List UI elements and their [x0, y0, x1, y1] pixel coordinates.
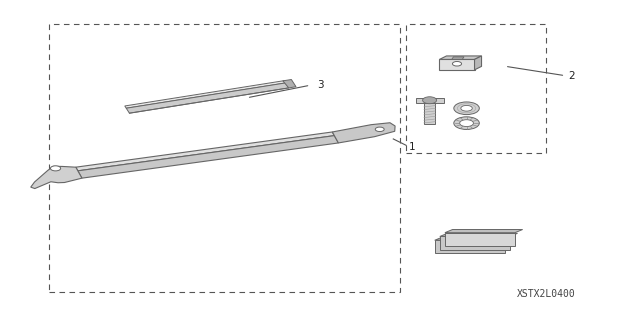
Polygon shape: [440, 236, 510, 250]
Circle shape: [461, 105, 472, 111]
Polygon shape: [415, 98, 444, 103]
Polygon shape: [78, 136, 339, 178]
Polygon shape: [31, 166, 82, 189]
Polygon shape: [424, 103, 435, 124]
Polygon shape: [474, 56, 481, 70]
Polygon shape: [332, 123, 395, 143]
Text: XSTX2L0400: XSTX2L0400: [517, 289, 575, 299]
Polygon shape: [76, 132, 334, 171]
Circle shape: [422, 97, 436, 104]
Polygon shape: [126, 83, 289, 113]
Circle shape: [375, 127, 384, 131]
Polygon shape: [440, 56, 481, 59]
Circle shape: [454, 102, 479, 115]
Polygon shape: [445, 229, 523, 233]
Text: 1: 1: [409, 142, 416, 152]
Circle shape: [51, 166, 61, 171]
Polygon shape: [440, 233, 518, 236]
Polygon shape: [125, 81, 285, 108]
Text: 2: 2: [568, 71, 575, 81]
Polygon shape: [435, 240, 505, 253]
Polygon shape: [440, 59, 474, 70]
Polygon shape: [452, 57, 464, 59]
Text: 3: 3: [317, 79, 323, 90]
Circle shape: [452, 62, 461, 66]
Polygon shape: [435, 237, 513, 240]
Polygon shape: [445, 233, 515, 246]
Circle shape: [454, 117, 479, 130]
Polygon shape: [283, 79, 296, 88]
Circle shape: [460, 120, 474, 127]
